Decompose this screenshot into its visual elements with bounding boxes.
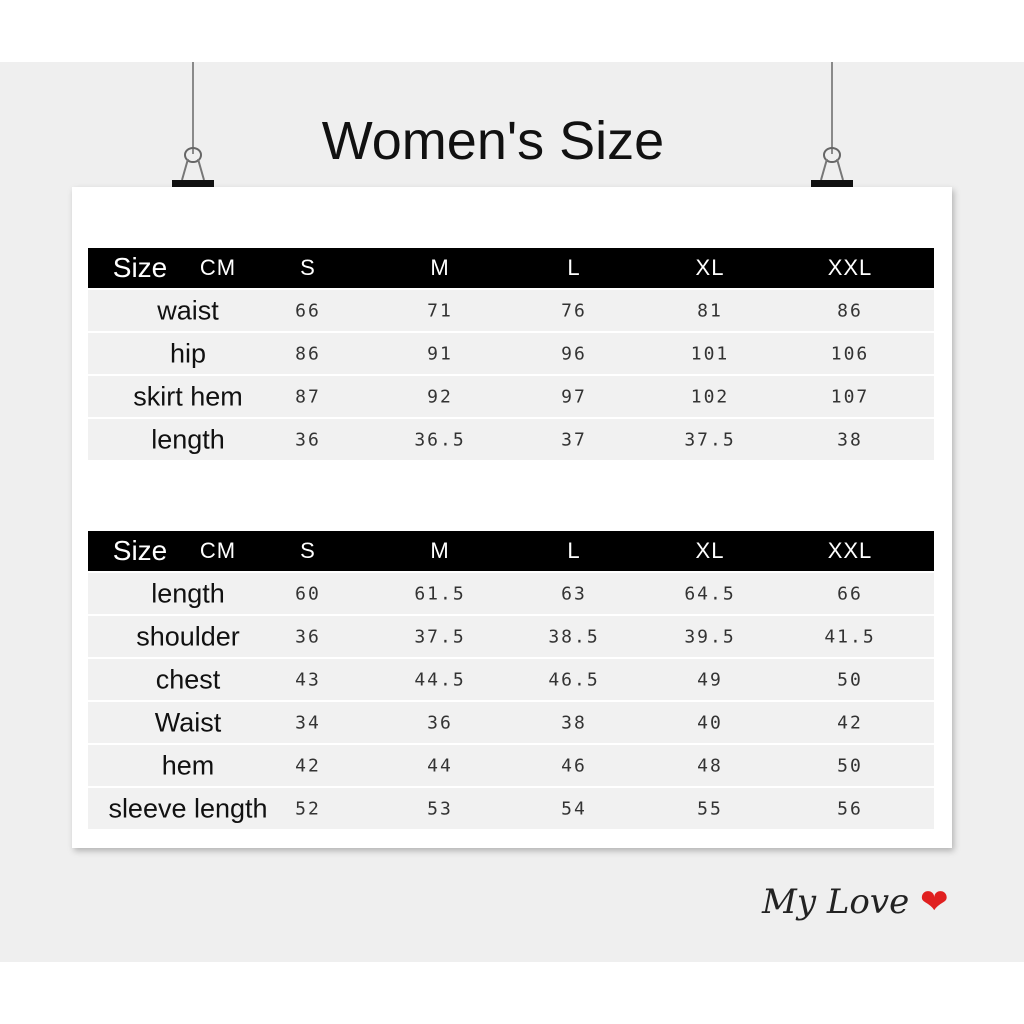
row-label: waist (157, 295, 219, 325)
header-l: L (567, 255, 581, 280)
measurement-cell: 53 (427, 798, 453, 819)
table-row: hem 42 44 46 48 50 (88, 745, 934, 786)
bottoms-size-table: Size CM S M L XL XXL waist 66 71 76 81 86 hip 8… (88, 248, 934, 460)
measurement-cell: 37 (561, 429, 587, 450)
row-label: chest (155, 664, 221, 694)
measurement-cell: 36 (295, 429, 321, 450)
header-size: Size (112, 535, 168, 566)
row-label: shoulder (136, 621, 240, 651)
measurement-cell: 102 (690, 386, 730, 407)
table-row: length 60 61.5 63 64.5 66 (88, 573, 934, 614)
hanging-string-left (192, 62, 194, 154)
measurement-cell: 42 (295, 755, 321, 776)
measurement-cell: 37.5 (684, 429, 736, 450)
measurement-cell: 86 (295, 343, 321, 364)
table-header: Size CM S M L XL XXL (88, 531, 934, 571)
measurement-cell: 36 (295, 626, 321, 647)
measurement-cell: 48 (697, 755, 723, 776)
measurement-cell: 38 (561, 712, 587, 733)
row-label: length (151, 578, 225, 608)
header-m: M (430, 255, 450, 280)
header-m: M (430, 538, 450, 563)
page-title: Women's Size (321, 111, 665, 171)
table-row: Waist 34 36 38 40 42 (88, 702, 934, 743)
measurement-cell: 71 (427, 300, 453, 321)
measurement-cell: 49 (697, 669, 723, 690)
row-label: hip (169, 338, 207, 368)
measurement-cell: 36 (427, 712, 453, 733)
measurement-cell: 91 (427, 343, 453, 364)
measurement-cell: 42 (837, 712, 863, 733)
measurement-cell: 50 (837, 669, 863, 690)
row-label: length (151, 424, 225, 454)
hanging-string-right (831, 62, 833, 154)
header-unit: CM (199, 255, 237, 280)
measurement-cell: 55 (697, 798, 723, 819)
measurement-cell: 64.5 (684, 583, 736, 604)
measurement-cell: 52 (295, 798, 321, 819)
header-size: Size (112, 252, 168, 283)
measurement-cell: 106 (830, 343, 870, 364)
table-row: shoulder 36 37.5 38.5 39.5 41.5 (88, 616, 934, 657)
measurement-cell: 40 (697, 712, 723, 733)
table-header: Size CM S M L XL XXL (88, 248, 934, 288)
heart-icon: ❤ (920, 882, 949, 922)
table-row: waist 66 71 76 81 86 (88, 290, 934, 331)
measurement-cell: 54 (561, 798, 587, 819)
table-row: hip 86 91 96 101 106 (88, 333, 934, 374)
measurement-cell: 81 (697, 300, 723, 321)
measurement-cell: 43 (295, 669, 321, 690)
measurement-cell: 96 (561, 343, 587, 364)
header-xxl: XXL (827, 538, 873, 563)
measurement-cell: 56 (837, 798, 863, 819)
measurement-cell: 41.5 (824, 626, 876, 647)
header-xxl: XXL (827, 255, 873, 280)
measurement-cell: 39.5 (684, 626, 736, 647)
table-row: chest 43 44.5 46.5 49 50 (88, 659, 934, 700)
measurement-cell: 101 (690, 343, 730, 364)
measurement-cell: 87 (295, 386, 321, 407)
header-xl: XL (695, 255, 725, 280)
header-l: L (567, 538, 581, 563)
signature: My Love ❤ (762, 882, 949, 922)
measurement-cell: 61.5 (414, 583, 466, 604)
measurement-cell: 76 (561, 300, 587, 321)
measurement-cell: 50 (837, 755, 863, 776)
measurement-cell: 38.5 (548, 626, 600, 647)
row-label: sleeve length (108, 793, 268, 823)
row-label: hem (161, 750, 215, 780)
measurement-cell: 66 (837, 583, 863, 604)
header-unit: CM (199, 538, 237, 563)
measurement-cell: 60 (295, 583, 321, 604)
measurement-cell: 44.5 (414, 669, 466, 690)
measurement-cell: 37.5 (414, 626, 466, 647)
row-label: Waist (154, 707, 222, 737)
table-row: length 36 36.5 37 37.5 38 (88, 419, 934, 460)
measurement-cell: 107 (830, 386, 870, 407)
row-label: skirt hem (133, 381, 243, 411)
measurement-cell: 36.5 (414, 429, 466, 450)
header-s: S (300, 538, 316, 563)
measurement-cell: 86 (837, 300, 863, 321)
measurement-cell: 46 (561, 755, 587, 776)
header-xl: XL (695, 538, 725, 563)
measurement-cell: 92 (427, 386, 453, 407)
measurement-cell: 63 (561, 583, 587, 604)
measurement-cell: 97 (561, 386, 587, 407)
measurement-cell: 44 (427, 755, 453, 776)
measurement-cell: 38 (837, 429, 863, 450)
table-row: sleeve length 52 53 54 55 56 (88, 788, 934, 829)
table-row: skirt hem 87 92 97 102 107 (88, 376, 934, 417)
signature-text: My Love (762, 882, 910, 922)
measurement-cell: 34 (295, 712, 321, 733)
measurement-cell: 46.5 (548, 669, 600, 690)
header-s: S (300, 255, 316, 280)
tops-size-table: Size CM S M L XL XXL length 60 61.5 63 64.5 6… (88, 531, 934, 829)
measurement-cell: 66 (295, 300, 321, 321)
